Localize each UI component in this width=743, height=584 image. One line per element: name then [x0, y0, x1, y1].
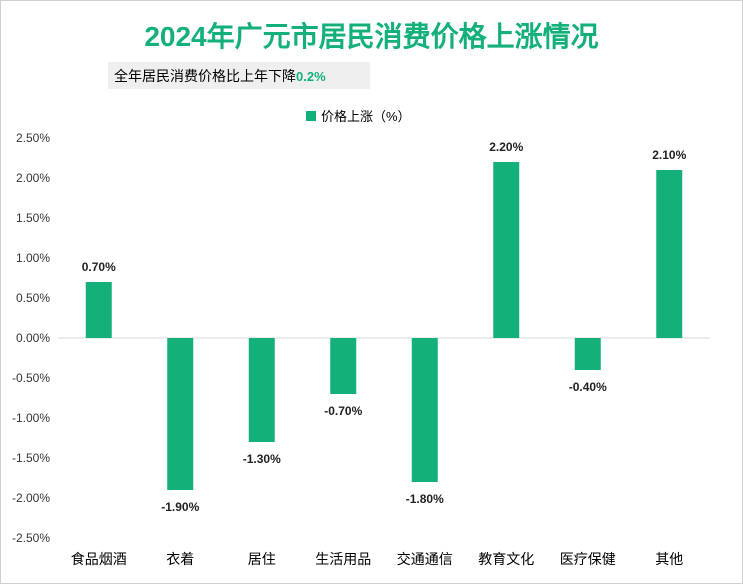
- y-tick-label: -2.50%: [12, 531, 50, 545]
- data-label: -1.90%: [161, 500, 199, 514]
- y-tick-label: -2.00%: [12, 491, 50, 505]
- bar: [411, 338, 438, 482]
- legend-label: 价格上涨（%）: [321, 109, 411, 124]
- bar: [85, 282, 112, 338]
- y-tick-label: 1.00%: [16, 251, 50, 265]
- bars: [85, 162, 683, 490]
- data-label: 2.10%: [652, 148, 686, 162]
- subtitle: 全年居民消费价格比上年下降0.2%: [114, 66, 326, 86]
- subtitle-box: 全年居民消费价格比上年下降0.2%: [108, 62, 370, 89]
- bar: [248, 338, 275, 442]
- x-category-label: 居住: [248, 551, 276, 567]
- y-tick-label: 0.00%: [16, 331, 50, 345]
- data-label: -0.70%: [324, 404, 362, 418]
- subtitle-prefix: 全年居民消费价格比上年下降: [114, 68, 296, 84]
- x-category-label: 食品烟酒: [71, 551, 127, 567]
- bar: [167, 338, 194, 490]
- x-category-label: 交通通信: [397, 551, 453, 567]
- y-tick-label: 1.50%: [16, 211, 50, 225]
- data-label: 0.70%: [82, 260, 116, 274]
- data-labels: 0.70% -1.90% -1.30% -0.70% -1.80% 2.20% -0.40%…: [82, 140, 687, 514]
- x-category-label: 生活用品: [315, 551, 371, 567]
- data-label: 2.20%: [489, 140, 523, 154]
- bar: [330, 338, 357, 394]
- bar: [574, 338, 601, 370]
- x-category-label: 教育文化: [478, 551, 534, 567]
- y-tick-label: -1.00%: [12, 411, 50, 425]
- subtitle-value: 0.2%: [296, 69, 326, 84]
- data-label: -0.40%: [569, 380, 607, 394]
- legend-swatch: [306, 111, 316, 121]
- chart-title: 2024年广元市居民消费价格上涨情况: [144, 21, 599, 52]
- y-tick-label: -1.50%: [12, 451, 50, 465]
- x-axis: 食品烟酒 衣着 居住 生活用品 交通通信 教育文化 医疗保健 其他: [71, 551, 684, 567]
- y-axis: 2.50% 2.00% 1.50% 1.00% 0.50% 0.00% -0.50% -1.0…: [12, 131, 50, 545]
- y-tick-label: 0.50%: [16, 291, 50, 305]
- x-category-label: 其他: [655, 551, 683, 567]
- x-category-label: 衣着: [166, 551, 194, 567]
- y-tick-label: 2.50%: [16, 131, 50, 145]
- y-tick-label: 2.00%: [16, 171, 50, 185]
- data-label: -1.30%: [243, 452, 281, 466]
- legend: 价格上涨（%）: [306, 109, 411, 124]
- x-category-label: 医疗保健: [560, 551, 616, 567]
- bar: [656, 170, 683, 338]
- data-label: -1.80%: [406, 492, 444, 506]
- y-tick-label: -0.50%: [12, 371, 50, 385]
- bar: [493, 162, 520, 338]
